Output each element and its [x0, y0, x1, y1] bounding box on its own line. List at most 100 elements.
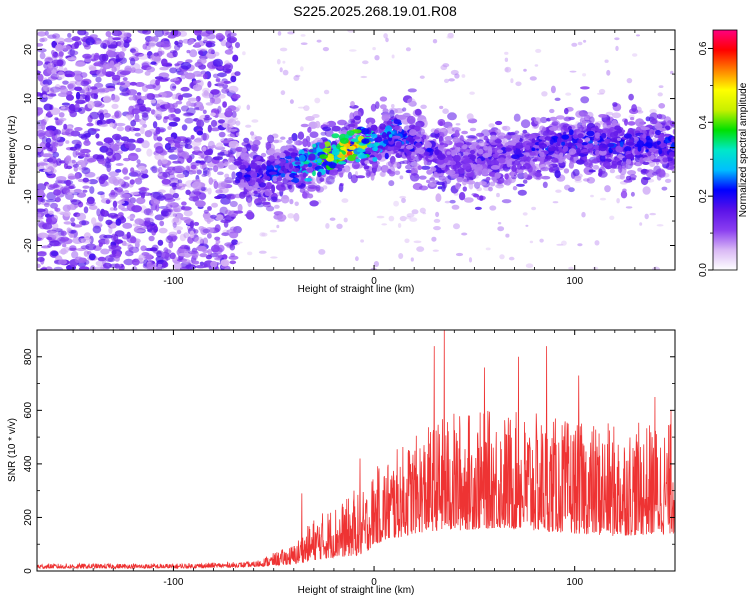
noise-blob [95, 76, 102, 83]
ridge-halo-blob [418, 175, 427, 180]
colorbar-tick-label: 0.6 [698, 41, 709, 55]
ridge-core-blob [446, 151, 451, 155]
ridge-halo-blob [536, 169, 542, 174]
ridge-core-blob [399, 114, 407, 120]
noise-blob [217, 182, 227, 190]
noise-blob [98, 176, 106, 185]
ridge-core-blob [658, 127, 667, 132]
ridge-halo-blob [619, 173, 626, 180]
ridge-halo-blob [244, 144, 252, 148]
ridge-halo-blob [245, 124, 252, 128]
noise-blob [37, 146, 43, 153]
noise-blob [118, 51, 125, 59]
noise-blob [126, 89, 138, 96]
faint-blob [381, 223, 388, 226]
noise-blob [95, 260, 105, 267]
noise-blob [230, 117, 239, 121]
ridge-halo-blob [407, 88, 417, 93]
faint-blob [270, 256, 278, 259]
noise-blob [183, 232, 190, 239]
noise-blob [98, 242, 103, 248]
ridge-halo-blob [312, 114, 320, 118]
noise-blob [174, 165, 185, 173]
faint-blob [504, 66, 512, 73]
noise-blob [52, 151, 60, 158]
noise-blob [141, 112, 149, 118]
noise-blob [184, 117, 194, 124]
ridge-halo-blob [541, 175, 551, 180]
ridge-halo-blob [267, 134, 275, 144]
noise-blob [64, 156, 72, 165]
ridge-halo-blob [575, 110, 584, 118]
noise-blob [204, 114, 210, 118]
noise-blob [207, 233, 212, 239]
noise-blob [200, 187, 206, 192]
ridge-core-blob [249, 162, 258, 169]
ridge-core-blob [473, 164, 483, 171]
faint-blob [599, 197, 607, 201]
snr-marks [37, 330, 675, 570]
noise-blob [139, 118, 147, 126]
noise-blob [121, 70, 132, 74]
faint-blob [413, 240, 422, 244]
ridge-core-blob [586, 130, 595, 137]
noise-blob [58, 259, 68, 265]
noise-blob [37, 208, 46, 213]
noise-blob [162, 261, 169, 268]
faint-blob [636, 34, 640, 37]
noise-blob [111, 249, 117, 255]
ridge-core-blob [519, 161, 526, 165]
noise-blob [180, 248, 189, 253]
ridge-halo-blob [374, 165, 382, 172]
noise-blob [215, 252, 223, 260]
noise-blob [164, 198, 176, 202]
ridge-core-blob [523, 172, 528, 179]
noise-blob [176, 136, 187, 142]
snr-ytick-label: 600 [23, 402, 34, 419]
ridge-halo-blob [297, 131, 305, 140]
ridge-core-blob [655, 129, 661, 136]
noise-blob [47, 62, 54, 69]
noise-blob [80, 245, 90, 250]
noise-blob [158, 227, 168, 234]
noise-blob [43, 168, 52, 172]
noise-blob [201, 173, 207, 177]
noise-blob [214, 195, 223, 200]
noise-blob [172, 192, 179, 199]
noise-blob [231, 93, 241, 99]
noise-blob [194, 42, 201, 48]
noise-blob [115, 163, 124, 166]
noise-blob [220, 259, 230, 267]
faint-blob [583, 39, 587, 43]
noise-blob [82, 53, 92, 59]
faint-blob [598, 88, 606, 95]
noise-blob [223, 64, 231, 69]
ridge-core-blob [363, 165, 370, 170]
faint-blob [541, 91, 548, 97]
ridge-halo-blob [452, 132, 461, 137]
faint-blob [289, 99, 294, 104]
noise-blob [101, 39, 110, 47]
ridge-core-blob [545, 155, 553, 160]
faint-blob [362, 60, 369, 65]
ridge-halo-blob [502, 125, 511, 132]
faint-blob [568, 266, 574, 270]
ridge-core-blob [577, 138, 583, 144]
noise-blob [37, 189, 45, 197]
ridge-halo-blob [388, 166, 396, 175]
ridge-core-blob [370, 124, 378, 131]
ridge-core-blob [503, 180, 508, 185]
noise-blob [89, 34, 98, 39]
colorbar [712, 29, 738, 271]
faint-blob [615, 45, 619, 52]
noise-blob [114, 263, 120, 269]
noise-blob [216, 161, 225, 169]
ridge-halo-blob [517, 189, 527, 196]
noise-blob [60, 105, 66, 110]
noise-blob [208, 48, 215, 54]
ridge-halo-blob [645, 116, 651, 122]
ridge-core-blob [237, 171, 243, 179]
noise-blob [122, 77, 128, 81]
ridge-core-blob [668, 151, 675, 159]
